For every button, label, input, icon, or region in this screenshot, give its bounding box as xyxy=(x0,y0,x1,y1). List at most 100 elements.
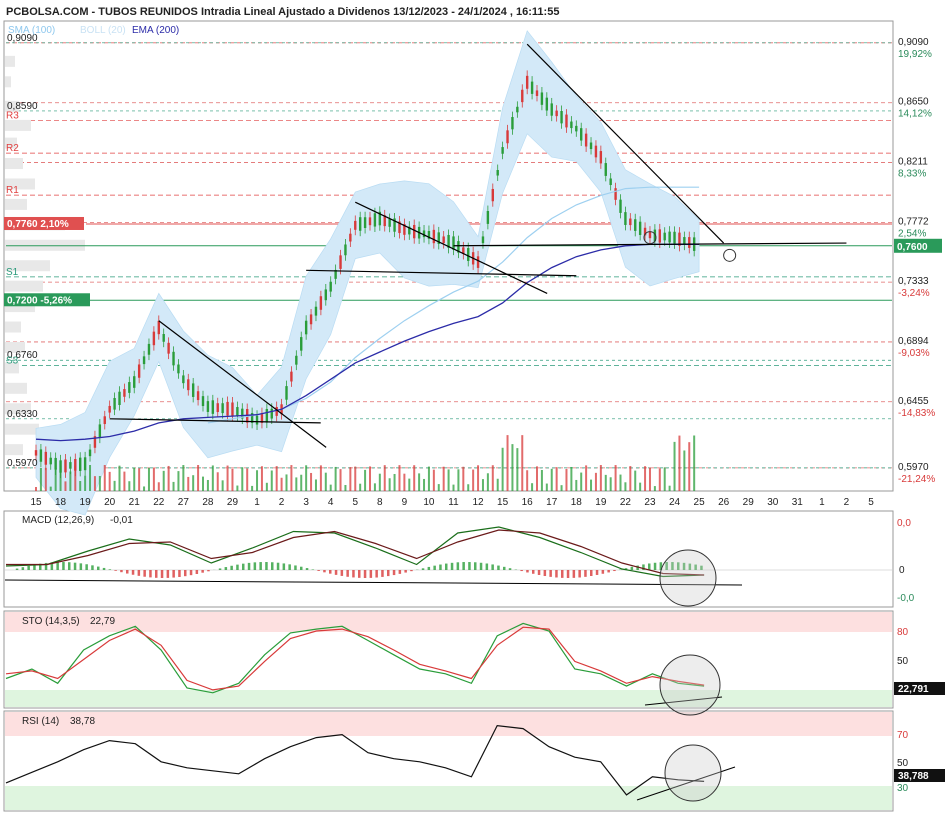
candle-body xyxy=(540,92,544,105)
candle-body xyxy=(545,97,549,111)
candle-body xyxy=(44,451,48,465)
volume-bar xyxy=(585,465,588,491)
macd-histogram-bar xyxy=(265,562,268,570)
candle-body xyxy=(300,337,303,351)
candle-body xyxy=(128,382,131,393)
macd-histogram-bar xyxy=(21,567,25,570)
macd-tick-bottom: -0,0 xyxy=(897,593,915,604)
sto-value: 22,79 xyxy=(90,616,115,627)
candle-body xyxy=(530,81,534,94)
volume-bar xyxy=(423,478,426,491)
macd-histogram-bar xyxy=(44,562,48,570)
volume-bar xyxy=(241,467,244,491)
x-tick-label: 17 xyxy=(546,497,558,508)
macd-histogram-bar xyxy=(311,569,315,570)
left-level-label: 0,6760 xyxy=(7,350,38,361)
volume-layer xyxy=(35,435,696,491)
volume-bar xyxy=(197,465,200,491)
macd-histogram-bar xyxy=(485,563,489,570)
price-pct-label: 19,92% xyxy=(898,49,932,60)
macd-histogram-bar xyxy=(85,564,88,570)
volume-bar xyxy=(383,465,386,491)
price-pct-label: 8,33% xyxy=(898,169,926,180)
candle-body xyxy=(113,397,116,410)
candle-body xyxy=(408,226,411,235)
oscillators-layer xyxy=(4,526,892,802)
candle-body xyxy=(211,400,215,414)
macd-histogram-bar xyxy=(172,570,175,578)
candle-body xyxy=(383,215,386,227)
volume-bar xyxy=(388,478,391,491)
candle-body xyxy=(511,117,514,130)
macd-histogram-bar xyxy=(102,567,106,570)
volume-bar xyxy=(639,482,642,491)
volume-bar xyxy=(54,468,57,491)
volume-bar xyxy=(609,477,612,491)
marker-circle xyxy=(643,231,657,245)
volume-bar xyxy=(260,466,263,491)
candle-body xyxy=(584,133,588,147)
pivot-label: R2 xyxy=(6,143,19,154)
candle-body xyxy=(295,355,298,365)
trendline xyxy=(355,201,548,295)
sto-trendline xyxy=(644,696,723,706)
macd-histogram-bar xyxy=(218,568,222,570)
sto-current-badge xyxy=(894,682,945,695)
volume-bar xyxy=(511,444,514,491)
macd-trendline xyxy=(4,579,743,586)
volume-bar xyxy=(688,442,691,491)
volume-profile-bar xyxy=(5,382,27,394)
rsi-tick-30: 30 xyxy=(897,783,909,794)
candle-body xyxy=(437,232,440,244)
candle-body xyxy=(226,401,229,416)
candle-body xyxy=(521,89,524,103)
trendline xyxy=(158,320,327,448)
candle-body xyxy=(594,145,598,158)
macd-histogram-bar xyxy=(149,570,152,578)
macd-histogram-bar xyxy=(491,564,494,570)
candle-body xyxy=(152,331,156,346)
candle-body xyxy=(398,221,401,234)
candle-body xyxy=(653,229,657,242)
macd-histogram-bar xyxy=(334,570,338,575)
volume-profile-bar xyxy=(5,260,50,272)
rsi-tick-50: 50 xyxy=(897,758,909,769)
volume-bar xyxy=(182,465,185,491)
macd-histogram-bar xyxy=(195,570,199,574)
macd-highlight-circle xyxy=(659,549,717,607)
macd-histogram-bar xyxy=(497,565,500,570)
price-tick-label: 0,8211 xyxy=(898,157,928,168)
macd-histogram-bar xyxy=(288,564,291,570)
price-pct-label: 2,54% xyxy=(898,228,926,239)
volume-bar xyxy=(467,484,470,491)
volume-bar xyxy=(614,465,617,491)
candle-body xyxy=(309,314,313,325)
macd-signal-line xyxy=(6,529,705,576)
x-tick-label: 19 xyxy=(80,497,92,508)
volume-bar xyxy=(172,481,175,491)
macd-histogram-bar xyxy=(137,570,141,576)
volume-bar xyxy=(501,447,504,491)
trendline xyxy=(526,43,725,244)
current-price-text: 0,7600 xyxy=(897,242,928,253)
candle-body xyxy=(516,106,519,113)
sto-panel-frame xyxy=(3,610,894,709)
candle-body xyxy=(368,217,372,226)
volume-bar xyxy=(472,469,475,491)
volume-bar xyxy=(49,486,52,491)
candle-body xyxy=(69,462,72,469)
macd-histogram-bar xyxy=(160,570,164,578)
volume-bar xyxy=(550,468,553,491)
volume-bar xyxy=(64,481,67,491)
x-tick-label: 15 xyxy=(30,497,42,508)
candle-body xyxy=(108,405,111,413)
volume-profile-bar xyxy=(5,362,19,374)
macd-histogram-bar xyxy=(404,570,407,573)
macd-histogram-bar xyxy=(572,570,576,578)
bollinger-layer xyxy=(35,30,700,516)
macd-histogram-bar xyxy=(549,570,552,577)
candle-body xyxy=(191,383,195,397)
candle-body xyxy=(83,457,87,471)
volume-bar xyxy=(275,466,278,491)
candle-body xyxy=(241,408,244,419)
